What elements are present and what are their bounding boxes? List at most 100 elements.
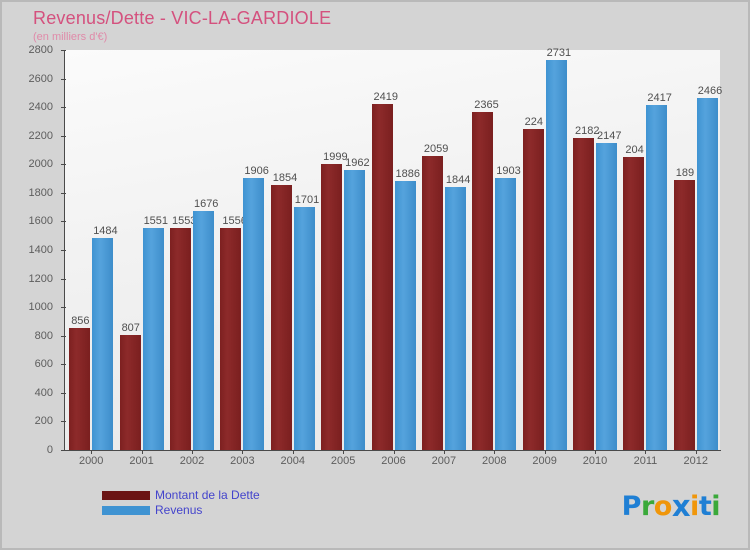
y-axis-tick <box>61 279 66 280</box>
bar-value-label: 189 <box>675 167 695 179</box>
y-axis-tick <box>61 50 66 51</box>
bar-value-label: 1676 <box>193 197 219 210</box>
bar-revenus-2006: 1886 <box>394 168 420 450</box>
bar-value-label: 1906 <box>244 164 269 177</box>
y-axis-label: 200 <box>34 415 53 428</box>
y-axis-label: 600 <box>34 358 53 371</box>
bar-value-label: 2419 <box>373 91 398 104</box>
bar-value-label: 2365 <box>474 99 499 112</box>
bar-dette-2005: 1999 <box>321 151 348 450</box>
x-axis-tick <box>343 450 344 454</box>
bar-dette-2001: 807 <box>119 322 141 450</box>
bar-value-label: 204 <box>625 144 644 157</box>
bar-group-2004: 1854 1701 <box>270 50 319 450</box>
bar-value-label: 2147 <box>597 130 622 143</box>
bar-revenus-2008: 1903 <box>495 165 521 450</box>
x-axis-label-2006: 2006 <box>381 455 406 467</box>
x-axis-tick <box>595 450 596 454</box>
bar-dette-2002: 1553 <box>169 215 196 450</box>
bar-revenus-2009: 2731 <box>545 47 571 450</box>
bar-value-label: 1962 <box>345 156 370 169</box>
y-axis-label: 2000 <box>28 158 53 171</box>
legend-label-dette: Montant de la Dette <box>155 488 260 502</box>
bar-group-2002: 1553 1676 <box>169 50 218 450</box>
bar-value-label: 1556 <box>222 214 247 227</box>
y-axis-tick <box>61 421 66 422</box>
x-axis-label-2003: 2003 <box>230 455 255 467</box>
bar-revenus-2004: 1701 <box>293 194 319 450</box>
bar-group-2005: 1999 1962 <box>321 50 370 450</box>
bar-revenus-2000: 1484 <box>92 225 118 450</box>
logo-letter-1: r <box>640 491 654 522</box>
y-axis-tick <box>61 450 66 451</box>
y-axis-tick <box>61 250 66 251</box>
bar-value-label: 856 <box>71 314 90 327</box>
x-axis-label-2009: 2009 <box>532 455 557 467</box>
bar-value-label: 1551 <box>143 215 169 228</box>
y-axis-label: 400 <box>34 386 53 399</box>
y-axis-label: 2800 <box>28 44 53 56</box>
legend-label-revenus: Revenus <box>155 503 203 517</box>
bar-dette-2009: 224 <box>522 116 544 450</box>
x-axis-label-2005: 2005 <box>330 455 356 467</box>
page-title: Revenus/Dette - VIC-LA-GARDIOLE <box>33 8 332 28</box>
bar-value-label: 1854 <box>272 172 298 185</box>
y-axis-label: 0 <box>46 444 53 456</box>
legend-swatch-dette <box>102 491 150 500</box>
x-axis-tick <box>444 450 445 454</box>
x-axis-line <box>64 450 721 451</box>
x-axis-tick <box>696 450 697 454</box>
bar-value-label: 2417 <box>647 91 672 104</box>
bar-revenus-2011: 2417 <box>646 92 672 450</box>
logo-letter-6: i <box>711 491 720 522</box>
x-axis-tick <box>494 450 495 454</box>
bar-value-label: 1903 <box>496 165 521 178</box>
x-axis-tick <box>192 450 193 454</box>
logo-letter-2: o <box>653 491 673 522</box>
bar-group-2009: 224 2731 <box>522 47 571 450</box>
logo-letter-5: t <box>698 491 712 522</box>
bar-value-label: 2059 <box>423 142 449 155</box>
y-axis-label: 2600 <box>28 72 53 85</box>
bar-group-2001: 807 1551 <box>119 50 168 450</box>
bar-group-2006: 2419 1886 <box>371 50 420 450</box>
bar-revenus-2005: 1962 <box>344 157 370 450</box>
x-axis-label-2010: 2010 <box>582 455 608 467</box>
x-axis-tick <box>394 450 395 454</box>
bar-group-2007: 2059 1844 <box>421 50 470 450</box>
legend-item-dette: Montant de la Dette <box>102 488 260 503</box>
logo-letter-0: P <box>621 491 642 522</box>
y-axis-label: 1000 <box>28 301 53 314</box>
bar-dette-2010: 2182 <box>573 125 600 450</box>
bar-dette-2007: 2059 <box>421 143 448 450</box>
bar-dette-2000: 856 <box>69 315 91 450</box>
bar-dette-2003: 1556 <box>220 215 247 450</box>
bar-value-label: 1701 <box>294 194 320 206</box>
y-axis-tick <box>61 393 66 394</box>
y-axis-label: 1400 <box>28 244 53 256</box>
y-axis-label: 800 <box>34 329 53 342</box>
bar-value-label: 2466 <box>697 84 723 97</box>
bar-value-label: 1886 <box>395 167 420 180</box>
x-axis-tick <box>545 450 546 454</box>
y-axis-tick <box>61 193 66 194</box>
bar-dette-2012: 189 <box>673 167 695 450</box>
chart-subtitle: (en milliers d'€) <box>33 31 108 43</box>
bar-value-label: 1484 <box>93 225 118 237</box>
y-axis-label: 1600 <box>28 215 53 228</box>
y-axis-tick <box>61 307 66 308</box>
bar-value-label: 224 <box>524 116 543 129</box>
y-axis-tick <box>61 164 66 165</box>
x-axis-label-2007: 2007 <box>431 455 457 467</box>
bar-value-label: 2731 <box>546 46 572 59</box>
bar-group-2008: 2365 1903 <box>472 50 521 450</box>
logo-letter-4: i <box>690 491 699 522</box>
bar-value-label: 1553 <box>171 215 197 228</box>
bar-revenus-2010: 2147 <box>596 130 622 450</box>
x-axis-tick <box>91 450 92 454</box>
y-axis-tick <box>61 364 66 365</box>
bar-revenus-2003: 1906 <box>243 165 269 450</box>
y-axis-tick <box>61 79 66 80</box>
bar-group-2010: 2182 2147 <box>573 50 622 450</box>
